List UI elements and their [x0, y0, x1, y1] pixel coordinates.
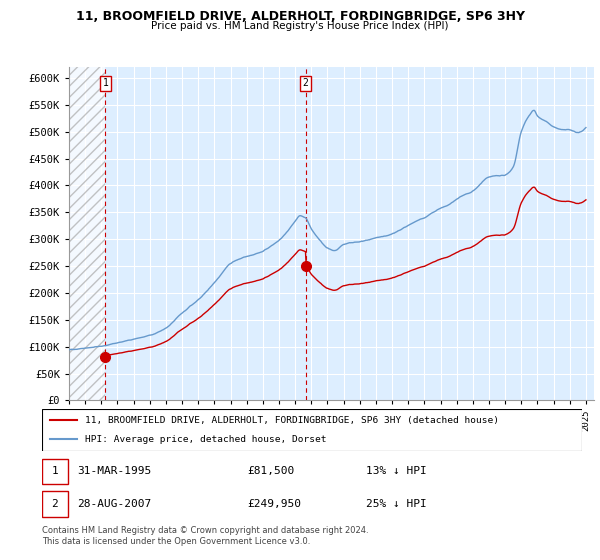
- Bar: [42, 459, 68, 484]
- Text: £249,950: £249,950: [247, 499, 301, 509]
- Text: Price paid vs. HM Land Registry's House Price Index (HPI): Price paid vs. HM Land Registry's House …: [151, 21, 449, 31]
- Bar: [42, 492, 68, 516]
- Text: 25% ↓ HPI: 25% ↓ HPI: [366, 499, 427, 509]
- Text: 11, BROOMFIELD DRIVE, ALDERHOLT, FORDINGBRIDGE, SP6 3HY: 11, BROOMFIELD DRIVE, ALDERHOLT, FORDING…: [76, 10, 524, 23]
- Text: £81,500: £81,500: [247, 466, 295, 476]
- Text: 11, BROOMFIELD DRIVE, ALDERHOLT, FORDINGBRIDGE, SP6 3HY (detached house): 11, BROOMFIELD DRIVE, ALDERHOLT, FORDING…: [85, 416, 499, 424]
- Text: 1: 1: [52, 466, 58, 476]
- Text: HPI: Average price, detached house, Dorset: HPI: Average price, detached house, Dors…: [85, 435, 327, 444]
- Text: 31-MAR-1995: 31-MAR-1995: [77, 466, 151, 476]
- Text: 28-AUG-2007: 28-AUG-2007: [77, 499, 151, 509]
- Text: 2: 2: [303, 78, 308, 88]
- Text: 13% ↓ HPI: 13% ↓ HPI: [366, 466, 427, 476]
- Text: 2: 2: [52, 499, 58, 509]
- Text: 1: 1: [103, 78, 108, 88]
- Bar: [69, 67, 106, 400]
- Text: Contains HM Land Registry data © Crown copyright and database right 2024.
This d: Contains HM Land Registry data © Crown c…: [42, 526, 368, 546]
